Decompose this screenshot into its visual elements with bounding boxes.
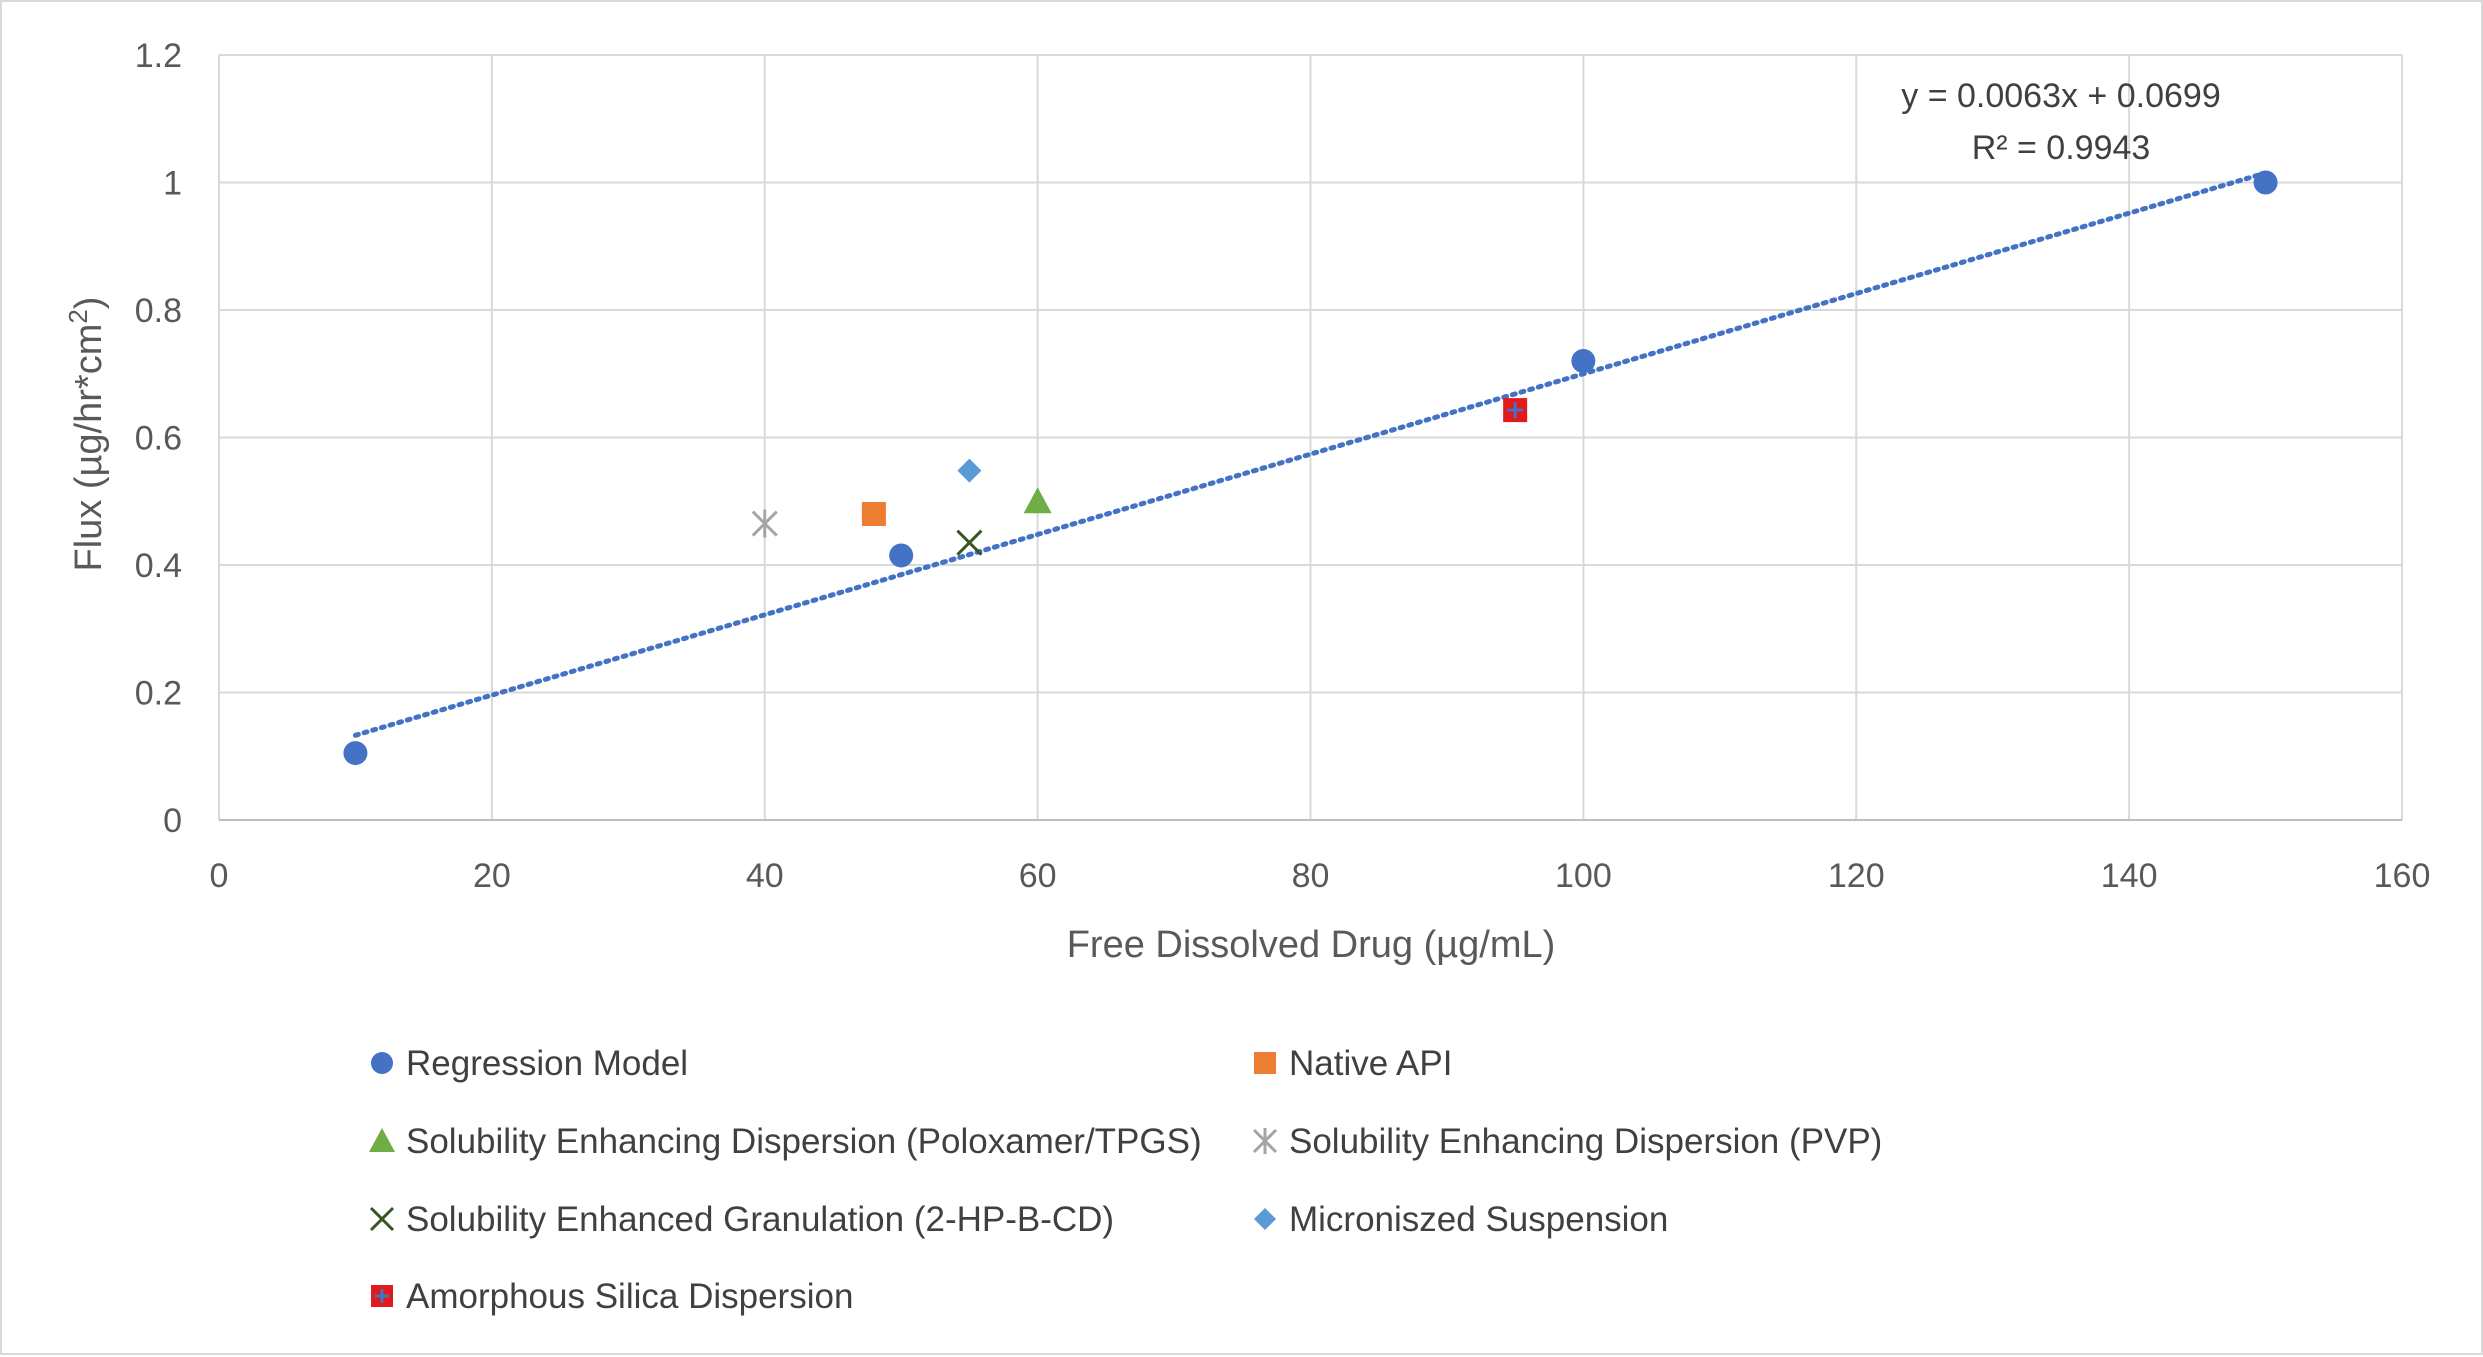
legend-label: Regression Model <box>406 1044 688 1083</box>
marker-diamond <box>957 458 982 483</box>
data-point <box>957 458 982 483</box>
legend-label: Solubility Enhanced Granulation (2-HP-B-… <box>406 1200 1114 1239</box>
data-point <box>956 529 983 556</box>
legend-label: Solubility Enhancing Dispersion (PVP) <box>1289 1122 1882 1161</box>
x-tick-label: 60 <box>1019 857 1057 895</box>
trendline-r-squared: R² = 0.9943 <box>1972 129 2151 167</box>
y-tick-label: 0.4 <box>135 547 182 585</box>
legend-marker <box>371 1285 393 1307</box>
y-axis-title-main: Flux (µg/hr*cm <box>68 324 110 572</box>
x-tick-label: 0 <box>210 857 229 895</box>
marker-x-stroke <box>369 1206 395 1232</box>
x-tick-label: 20 <box>473 857 511 895</box>
marker-circle <box>1571 349 1596 373</box>
data-points <box>343 170 2278 766</box>
legend-item: Microniszed Suspension <box>1254 1200 1668 1239</box>
marker-circle <box>371 1052 393 1074</box>
data-point <box>1023 487 1052 514</box>
marker-x-stroke <box>956 529 983 556</box>
data-point <box>751 509 778 538</box>
data-point <box>1503 398 1528 423</box>
y-axis-title-end: ) <box>68 297 110 310</box>
legend-item: Solubility Enhancing Dispersion (Poloxam… <box>369 1122 1202 1161</box>
x-tick-label: 120 <box>1828 857 1885 895</box>
y-tick-label: 0 <box>163 802 182 840</box>
data-point <box>889 543 914 568</box>
y-tick-label: 0.6 <box>135 420 182 458</box>
legend-marker <box>369 1206 395 1232</box>
legend-label: Microniszed Suspension <box>1289 1200 1668 1239</box>
legend-item: Native API <box>1254 1044 1452 1083</box>
legend-label: Solubility Enhancing Dispersion (Poloxam… <box>406 1122 1202 1161</box>
x-tick-label: 140 <box>2101 857 2158 895</box>
data-point <box>1571 349 1596 373</box>
legend-marker <box>369 1128 395 1152</box>
legend-marker <box>1252 1128 1278 1154</box>
trendline <box>352 170 2269 738</box>
legend-label: Native API <box>1289 1044 1452 1083</box>
marker-square <box>861 502 886 526</box>
marker-circle <box>889 543 914 568</box>
x-axis-title: Free Dissolved Drug (µg/mL) <box>1067 924 1556 966</box>
legend-marker <box>371 1052 393 1074</box>
legend-item: Solubility Enhancing Dispersion (PVP) <box>1252 1122 1882 1161</box>
axis-labels: Free Dissolved Drug (µg/mL) Flux (µg/hr*… <box>63 297 1555 966</box>
trendline-equation: y = 0.0063x + 0.0699 <box>1901 77 2220 115</box>
legend-label: Amorphous Silica Dispersion <box>406 1277 853 1316</box>
gridlines <box>218 54 2403 820</box>
marker-diamond <box>1254 1208 1276 1230</box>
y-tick-label: 0.8 <box>135 292 182 330</box>
trendline-annotation: y = 0.0063x + 0.0699 R² = 0.9943 <box>1901 77 2220 167</box>
x-tick-label: 80 <box>1292 857 1330 895</box>
data-point <box>2253 170 2278 195</box>
legend-item: Amorphous Silica Dispersion <box>371 1277 853 1316</box>
legend-marker <box>1254 1052 1276 1074</box>
y-tick-label: 0.2 <box>135 675 182 713</box>
data-point <box>343 741 368 766</box>
legend: Regression Model Native API Solubility Enh… <box>369 1044 1882 1316</box>
legend-item: Regression Model <box>371 1044 688 1083</box>
marker-triangle <box>1023 487 1052 514</box>
legend-item: Solubility Enhanced Granulation (2-HP-B-… <box>369 1200 1114 1239</box>
x-tick-label: 160 <box>2374 857 2431 895</box>
marker-triangle <box>369 1128 395 1152</box>
trendline-line <box>352 170 2269 738</box>
marker-square <box>1254 1052 1276 1074</box>
axes: 0 20 40 60 80 100 120 140 160 0 0.2 0.4 0.6 0.8 1 1.2 <box>135 37 2431 895</box>
x-tick-label: 40 <box>746 857 784 895</box>
legend-marker <box>1254 1208 1276 1230</box>
data-point <box>861 502 886 526</box>
y-axis-title-superscript: 2 <box>63 309 93 323</box>
marker-circle <box>2253 170 2278 195</box>
marker-circle <box>343 741 368 766</box>
y-tick-label: 1.2 <box>135 37 182 75</box>
y-tick-label: 1 <box>163 165 182 203</box>
x-tick-label: 100 <box>1555 857 1612 895</box>
y-axis-title: Flux (µg/hr*cm2) <box>63 297 110 572</box>
